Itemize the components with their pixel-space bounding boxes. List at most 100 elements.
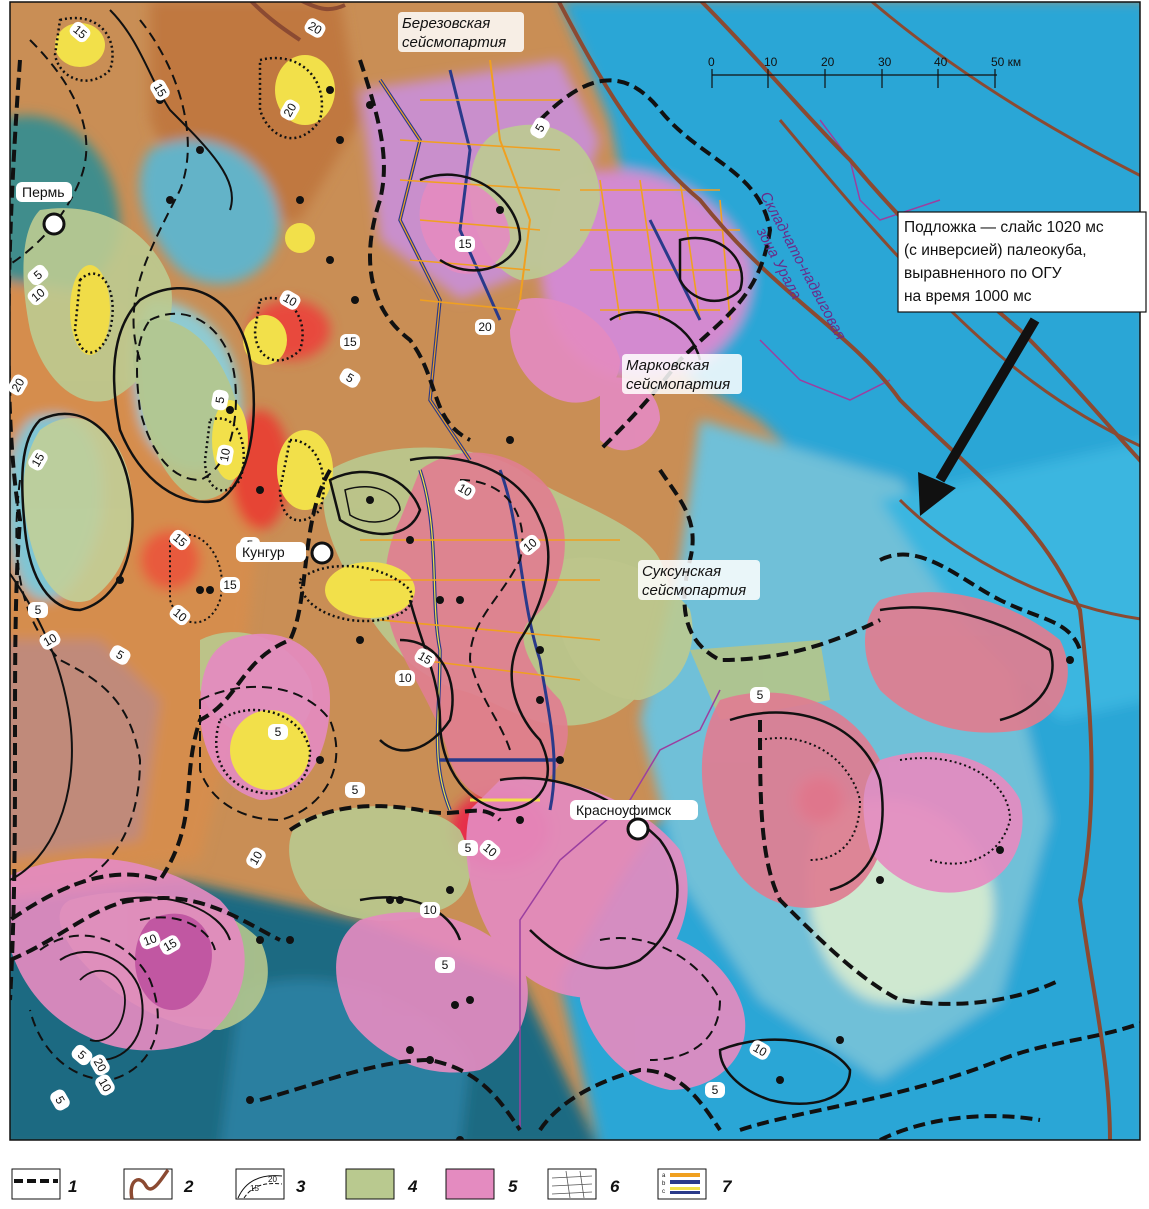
- contour-value: 5: [352, 783, 359, 797]
- contour-value-badge: 15: [455, 236, 475, 252]
- contour-value: 20: [281, 100, 300, 119]
- contour-value-badge: 20: [304, 18, 326, 38]
- contour-value-badge: 15: [414, 648, 436, 668]
- city-label-krasnoufimsk: Красноуфимск: [576, 802, 672, 818]
- callout: Подложка — слайс 1020 мс (с инверсией) п…: [897, 211, 1147, 516]
- legend-number-7: 7: [722, 1177, 733, 1196]
- contour-value: 5: [757, 688, 764, 702]
- contour-value: 15: [151, 81, 170, 100]
- contour-value-badge: 10: [479, 839, 501, 861]
- city-marker-krasnoufimsk: [626, 817, 650, 841]
- contour-value: 10: [217, 447, 233, 463]
- svg-text:a: a: [662, 1173, 666, 1179]
- contour-value: 10: [96, 1076, 115, 1095]
- scale-bar: 0 10 20 30 40 50 км: [708, 55, 1021, 88]
- city-label-perm: Пермь: [22, 184, 65, 200]
- party-suksunskaya-line1: Суксунская: [642, 563, 721, 580]
- contour-value: 15: [223, 578, 237, 592]
- legend-item-4: 4: [345, 1168, 418, 1200]
- party-suksunskaya-line2: сейсмопартия: [642, 582, 746, 599]
- legend-number-6: 6: [610, 1177, 620, 1196]
- legend-item-3: 15 20 3: [235, 1168, 306, 1200]
- contour-value: 5: [465, 841, 472, 855]
- contour-value-badge: 5: [345, 782, 365, 798]
- city-krasnoufimsk: Красноуфимск: [570, 800, 698, 841]
- contour-value-badge: 5: [211, 389, 229, 411]
- scale-tick-label: 10: [764, 55, 778, 69]
- contour-value-badge: 5: [458, 840, 478, 856]
- contour-value: 15: [343, 335, 357, 349]
- party-berezovskaya-line2: сейсмопартия: [402, 34, 506, 51]
- contour-value-badge: 20: [8, 374, 28, 396]
- callout-line-3: выравненного по ОГУ: [904, 265, 1062, 282]
- contour-value-badge: 10: [749, 1040, 771, 1060]
- contour-value: 20: [91, 1056, 110, 1075]
- contour-value-badge: 10: [169, 604, 191, 626]
- scale-tick-label: 0: [708, 55, 715, 69]
- contour-value-badge: 15: [220, 577, 240, 593]
- legend-number-4: 4: [407, 1177, 418, 1196]
- contour-value: 5: [712, 1083, 719, 1097]
- callout-line-4: на время 1000 мс: [904, 288, 1032, 305]
- contour-value: 10: [141, 931, 159, 949]
- well-dots: [116, 86, 1074, 1140]
- party-label-berezovskaya: Березовская сейсмопартия: [398, 12, 524, 52]
- city-perm: Пермь: [16, 182, 72, 236]
- legend-item-7: a b c 7: [657, 1168, 733, 1200]
- contour-value-badge: 15: [69, 21, 91, 43]
- scale-tick-label: 50 км: [991, 55, 1021, 69]
- contour-value-badge: 5: [50, 1089, 70, 1111]
- legend: 1 2 15 20 3 4 5: [11, 1168, 733, 1200]
- contour-value-badge: 10: [420, 902, 440, 918]
- contour-value: 10: [398, 671, 412, 685]
- contour-value-badge: 20: [475, 319, 495, 335]
- contour-value-badge: 15: [340, 334, 360, 350]
- contour-labels: 1520152051052015510510155151015510152051…: [8, 18, 771, 1111]
- contour-value-badge: 5: [28, 602, 48, 618]
- contour-value-badge: 5: [268, 724, 288, 740]
- contour-value: 10: [456, 481, 475, 500]
- party-markovskaya-line2: сейсмопартия: [626, 376, 730, 393]
- contour-value: 15: [29, 450, 48, 469]
- contour-value-badge: 10: [454, 480, 476, 500]
- contour-value: 5: [275, 725, 282, 739]
- map-body: [10, 2, 1140, 1140]
- contour-value: 20: [306, 19, 325, 38]
- svg-text:c: c: [662, 1189, 665, 1195]
- labeled-isoline-contours-icon: [237, 1175, 283, 1199]
- contour-value-badge: 5: [705, 1082, 725, 1098]
- seismic-profiles: [360, 59, 740, 811]
- contour-value: 15: [416, 649, 435, 668]
- olive-green-fill-icon: [345, 1168, 395, 1200]
- contour-value: 5: [442, 958, 449, 972]
- brown-outline-curve-icon: [129, 1168, 170, 1200]
- svg-text:b: b: [662, 1181, 666, 1187]
- scale-tick-label: 40: [934, 55, 948, 69]
- contour-value-badge: 5: [435, 957, 455, 973]
- svg-text:20: 20: [268, 1175, 277, 1184]
- contour-value-badge: 5: [530, 117, 550, 139]
- contour-value-badge: 10: [216, 444, 234, 466]
- legend-item-1: 1: [11, 1168, 77, 1200]
- contour-value-badge: 10: [95, 1074, 115, 1096]
- callout-arrow-head: [918, 472, 956, 516]
- contour-value-badge: 5: [750, 687, 770, 703]
- contour-value-badge: 10: [39, 630, 61, 650]
- isoline-contours: [10, 9, 1054, 1105]
- legend-item-5: 5: [445, 1168, 518, 1200]
- map-frame: [9, 1, 1141, 1141]
- contour-value: 5: [213, 395, 228, 404]
- contour-value-badge: 15: [150, 79, 170, 101]
- callout-line-2: (с инверсией) палеокуба,: [904, 242, 1087, 259]
- contour-value: 20: [478, 320, 492, 334]
- callout-arrow: [935, 317, 1040, 483]
- contour-value: 10: [423, 903, 437, 917]
- city-marker-perm: [42, 212, 66, 236]
- contour-value-badge: 15: [159, 935, 181, 955]
- party-berezovskaya-line1: Березовская: [402, 15, 490, 32]
- contour-value-badge: 15: [28, 449, 48, 471]
- contour-value-badge: 20: [90, 1054, 110, 1076]
- contour-value-badge: 15: [169, 529, 191, 551]
- pink-fill-icon: [445, 1168, 495, 1200]
